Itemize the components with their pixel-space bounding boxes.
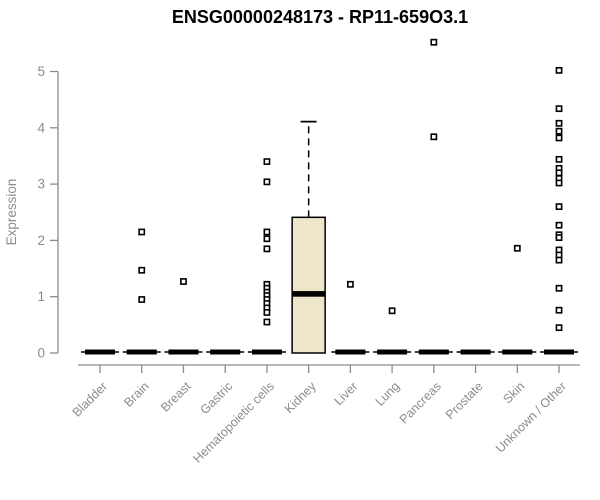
outlier-point bbox=[138, 266, 146, 274]
y-tick-label: 1 bbox=[37, 289, 45, 304]
outlier-point bbox=[555, 119, 563, 127]
outlier-point bbox=[555, 105, 563, 113]
x-category-label: Gastric bbox=[197, 379, 235, 417]
outlier-point bbox=[555, 155, 563, 163]
boxplot-zero-bar bbox=[418, 349, 449, 355]
outlier-point bbox=[263, 309, 271, 316]
outlier-point bbox=[555, 66, 563, 74]
x-category-label: Liver bbox=[331, 379, 360, 408]
y-tick-label: 3 bbox=[37, 177, 45, 192]
outlier-point bbox=[138, 296, 146, 303]
y-axis-title: Expression bbox=[4, 179, 19, 246]
outlier-point bbox=[388, 307, 396, 315]
outlier-point bbox=[263, 158, 271, 165]
outlier-point bbox=[555, 284, 563, 292]
boxplot-box bbox=[291, 216, 326, 354]
outlier-point bbox=[180, 278, 187, 285]
outlier-point bbox=[138, 228, 146, 236]
x-category-label: Brain bbox=[121, 379, 152, 410]
boxplot-median bbox=[292, 291, 326, 297]
outlier-point bbox=[263, 228, 271, 236]
plot-layer: 0 1 2 3 4 5 Bladder Brain Breast GastricHematopoi… bbox=[37, 38, 580, 466]
outlier-point bbox=[555, 306, 563, 314]
boxplot-zero-bar bbox=[168, 349, 199, 355]
outlier-point bbox=[555, 256, 563, 264]
outlier-point bbox=[430, 133, 438, 141]
outlier-point bbox=[513, 244, 521, 252]
boxplot-zero-bar bbox=[502, 349, 533, 355]
outlier-point bbox=[555, 169, 563, 177]
y-tick-label: 5 bbox=[37, 64, 45, 79]
y-tick-label: 2 bbox=[37, 233, 45, 248]
boxplot-zero-bar bbox=[335, 349, 366, 355]
outlier-point bbox=[430, 38, 438, 46]
x-category-label: Hematopoietic cells bbox=[190, 379, 277, 466]
x-category-label: Skin bbox=[500, 379, 527, 406]
outlier-point bbox=[555, 234, 563, 241]
x-category-label: Kidney bbox=[282, 379, 319, 416]
outlier-point bbox=[263, 235, 271, 243]
outlier-point bbox=[555, 324, 563, 332]
boxplot-zero-bar bbox=[85, 349, 115, 355]
x-category-label: Pancreas bbox=[397, 379, 444, 426]
boxplot-zero-bar bbox=[460, 349, 491, 355]
outlier-point bbox=[263, 178, 271, 186]
x-category-label: Breast bbox=[158, 379, 194, 415]
outlier-point bbox=[346, 280, 354, 288]
boxplot-zero-bar bbox=[377, 349, 408, 355]
x-category-label: Bladder bbox=[70, 379, 110, 419]
boxplot-zero-bar bbox=[126, 349, 157, 355]
boxplot-zero-bar bbox=[251, 349, 282, 355]
y-tick-label: 0 bbox=[37, 346, 45, 361]
y-tick-label: 4 bbox=[37, 120, 45, 135]
x-category-label: Lung bbox=[373, 379, 403, 409]
boxplot-zero-bar bbox=[210, 349, 241, 355]
outlier-point bbox=[555, 179, 563, 187]
x-category-label: Unknown / Other bbox=[493, 379, 569, 455]
outlier-point bbox=[263, 245, 271, 253]
outlier-point bbox=[555, 221, 563, 229]
outlier-point bbox=[555, 134, 563, 142]
x-category-label: Prostate bbox=[443, 379, 486, 422]
chart-title: ENSG00000248173 - RP11-659O3.1 bbox=[172, 7, 468, 27]
outlier-point bbox=[263, 318, 271, 326]
outlier-point bbox=[555, 127, 563, 135]
boxplot-zero-bar bbox=[544, 349, 575, 355]
outlier-point bbox=[555, 203, 563, 211]
